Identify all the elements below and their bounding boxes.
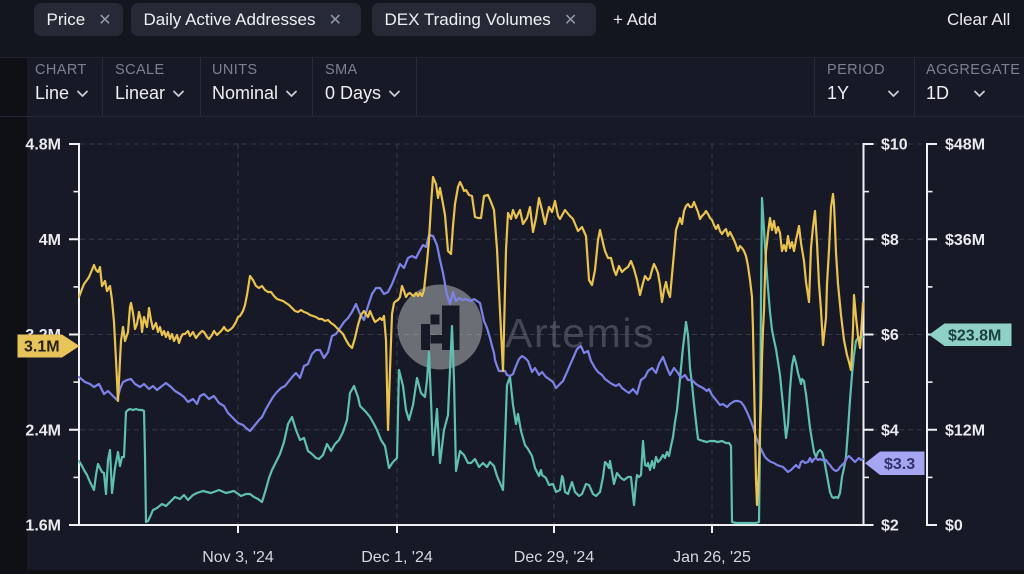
svg-text:4M: 4M	[39, 232, 61, 249]
svg-text:$2: $2	[881, 518, 899, 535]
svg-text:$12M: $12M	[945, 422, 985, 439]
svg-text:$10: $10	[881, 137, 908, 154]
svg-text:$4: $4	[881, 422, 899, 439]
svg-text:Nov 3, '24: Nov 3, '24	[202, 549, 274, 566]
svg-text:Dec 29, '24: Dec 29, '24	[514, 549, 595, 566]
svg-text:2.4M: 2.4M	[25, 422, 61, 439]
svg-text:Dec 1, '24: Dec 1, '24	[361, 549, 433, 566]
svg-text:$0: $0	[945, 518, 963, 535]
svg-text:3.1M: 3.1M	[24, 339, 60, 356]
svg-text:$48M: $48M	[945, 137, 985, 154]
svg-text:1.6M: 1.6M	[25, 518, 61, 535]
svg-text:4.8M: 4.8M	[25, 137, 61, 154]
svg-text:Artemis: Artemis	[505, 310, 655, 356]
svg-text:$6: $6	[881, 327, 899, 344]
svg-text:$8: $8	[881, 232, 899, 249]
svg-text:$36M: $36M	[945, 232, 985, 249]
svg-text:$3.3: $3.3	[884, 456, 915, 473]
svg-text:Jan 26, '25: Jan 26, '25	[673, 549, 751, 566]
svg-text:$23.8M: $23.8M	[948, 328, 1001, 345]
